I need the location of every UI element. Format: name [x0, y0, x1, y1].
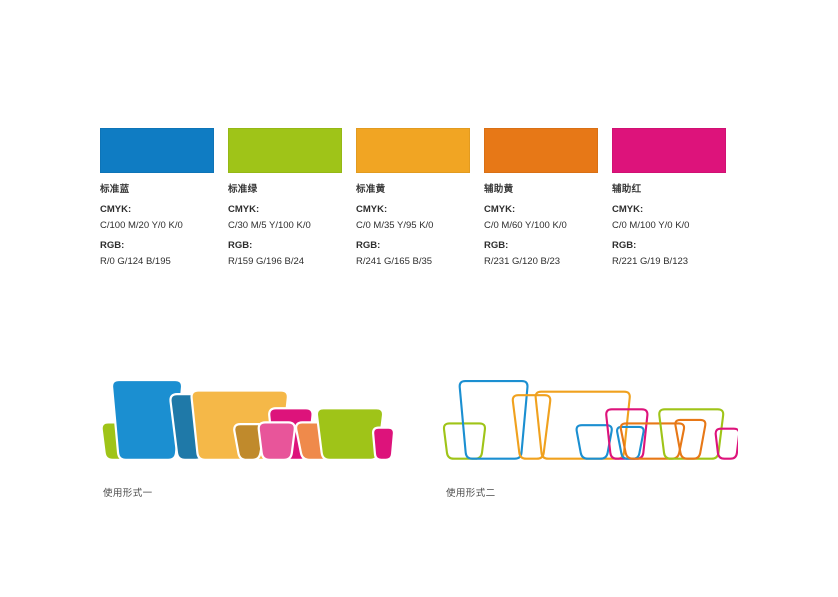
rgb-key-label: RGB: [612, 240, 637, 251]
color-chip [356, 128, 470, 173]
cmyk-key-label: CMYK: [484, 204, 516, 215]
color-name-label: 标准蓝 [100, 184, 130, 195]
cmyk-key-label: CMYK: [612, 204, 644, 215]
logo-filled-svg [100, 378, 396, 461]
cmyk-key-label: CMYK: [100, 204, 132, 215]
logo-shape-o10 [674, 418, 707, 460]
cmyk-value: C/0 M/60 Y/100 K/0 [484, 220, 567, 231]
swatch-column-1: 标准蓝 CMYK: C/100 M/20 Y/0 K/0 RGB: R/0 G/124 … [100, 128, 228, 268]
color-name-label: 标准黄 [356, 184, 386, 195]
color-palette-row: 标准蓝 CMYK: C/100 M/20 Y/0 K/0 RGB: R/0 G/124 … [0, 128, 838, 268]
rgb-key-label: RGB: [356, 240, 381, 251]
logo-shape-o9 [658, 408, 725, 460]
swatch-column-3: 标准黄 CMYK: C/0 M/35 Y/95 K/0 RGB: R/241 G/165… [356, 128, 484, 268]
cmyk-value: C/100 M/20 Y/0 K/0 [100, 220, 183, 231]
logo-outline-svg [442, 380, 741, 460]
cmyk-key-label: CMYK: [356, 204, 388, 215]
color-chip [100, 128, 214, 173]
logo-lockup-outline: 使用形式二 [438, 378, 741, 499]
cmyk-key-label: CMYK: [228, 204, 260, 215]
rgb-key-label: RGB: [228, 240, 253, 251]
rgb-value: R/231 G/120 B/23 [484, 256, 561, 267]
rgb-value: R/0 G/124 B/195 [100, 256, 171, 267]
color-chip [228, 128, 342, 173]
color-name-label: 辅助红 [612, 184, 642, 195]
swatch-column-4: 辅助黄 CMYK: C/0 M/60 Y/100 K/0 RGB: R/231 G/12… [484, 128, 612, 268]
rgb-key-label: RGB: [100, 240, 125, 251]
logo-outline-caption: 使用形式二 [446, 488, 496, 499]
cmyk-value: C/0 M/100 Y/0 K/0 [612, 220, 690, 231]
rgb-value: R/221 G/19 B/123 [612, 256, 689, 267]
logo-shape-f14 [374, 428, 393, 459]
rgb-value: R/159 G/196 B/24 [228, 256, 305, 267]
color-chip [484, 128, 598, 173]
logo-shape-f10 [259, 423, 294, 459]
color-chip [612, 128, 726, 173]
logo-shape-o2 [458, 380, 529, 460]
cmyk-value: C/30 M/5 Y/100 K/0 [228, 220, 311, 231]
logo-lockup-filled: 使用形式一 [95, 378, 396, 499]
logo-shape-o8 [619, 422, 686, 460]
swatch-column-5: 辅助红 CMYK: C/0 M/100 Y/0 K/0 RGB: R/221 G/19 … [612, 128, 740, 268]
cmyk-value: C/0 M/35 Y/95 K/0 [356, 220, 434, 231]
rgb-key-label: RGB: [484, 240, 509, 251]
logo-filled-caption: 使用形式一 [103, 488, 153, 499]
logo-shape-f3 [113, 381, 181, 459]
logo-shape-o5 [575, 424, 613, 460]
rgb-value: R/241 G/165 B/35 [356, 256, 433, 267]
logo-shape-f6 [235, 425, 264, 459]
color-name-label: 辅助黄 [484, 184, 514, 195]
color-name-label: 标准绿 [228, 184, 258, 195]
logo-shape-o3 [511, 394, 552, 460]
swatch-column-2: 标准绿 CMYK: C/30 M/5 Y/100 K/0 RGB: R/159 G/19… [228, 128, 356, 268]
logo-shape-f13 [318, 409, 382, 459]
